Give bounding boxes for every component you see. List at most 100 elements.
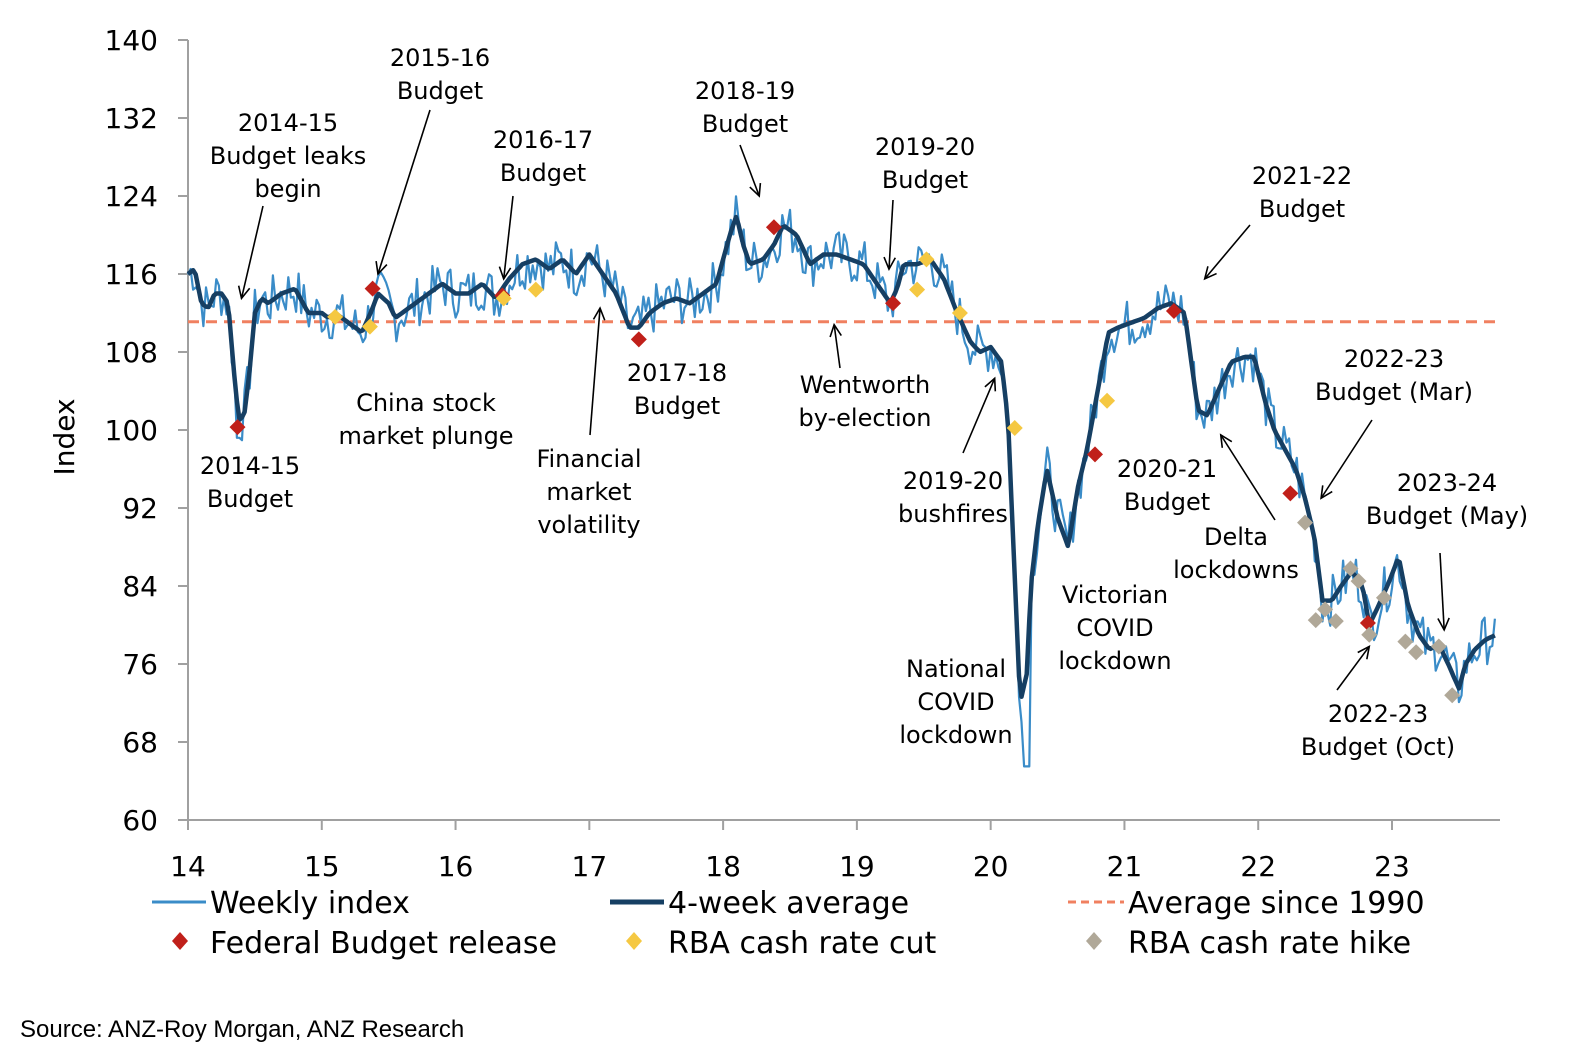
annotation: 2014-15 Budget leaks begin (210, 109, 367, 301)
budget-marker (1359, 615, 1376, 632)
y-tick-label: 84 (122, 570, 158, 603)
legend-item-rba-cash-rate-cut: RBA cash rate cut (626, 926, 937, 961)
rate-hike-marker (1408, 644, 1425, 661)
annotation-arrow (589, 308, 601, 436)
annotation-text: China stock (356, 389, 496, 417)
annotation-text: lockdowns (1173, 556, 1299, 584)
rate-cut-marker (918, 251, 935, 268)
budget-marker (229, 419, 246, 436)
rate-cut-marker (327, 308, 344, 325)
x-tick-label: 16 (438, 850, 474, 883)
annotation-text: bushfires (898, 500, 1008, 528)
arrow-head-icon (984, 376, 997, 392)
legend-label-federal-budget-release: Federal Budget release (210, 926, 557, 961)
y-tick-label: 124 (105, 180, 158, 213)
event-markers (229, 219, 1461, 704)
y-tick-label: 132 (105, 102, 158, 135)
annotation: 2015-16 Budget (375, 44, 490, 276)
annotation-text: Budget leaks (210, 142, 367, 170)
y-tick-label: 60 (122, 804, 158, 837)
rate-hike-marker (1307, 612, 1324, 629)
annotation: 2016-17 Budget (493, 126, 593, 281)
rate-hike-marker (1350, 573, 1367, 590)
x-tick-label: 18 (705, 850, 741, 883)
annotation-arrow (502, 195, 514, 279)
legend-item-average-since-1990: Average since 1990 (1068, 886, 1425, 921)
weekly-index-series (187, 195, 1496, 768)
x-tick-label: 19 (839, 850, 875, 883)
annotation-text: 2020-21 (1117, 455, 1217, 483)
y-tick-label: 100 (105, 414, 158, 447)
annotation-text: Budget (Mar) (1315, 378, 1473, 406)
arrow-head-icon (829, 322, 842, 338)
annotation: 2018-19 Budget (695, 77, 795, 198)
annotation: National COVID lockdown (899, 655, 1012, 749)
legend-item-four-week-average: 4-week average (610, 886, 909, 921)
y-tick-label: 108 (105, 336, 158, 369)
annotation-text: 2022-23 (1328, 700, 1428, 728)
annotation: Victorian COVID lockdown (1058, 581, 1171, 675)
annotation-text: 2014-15 (238, 109, 338, 137)
annotation: 2014-15 Budget (200, 452, 300, 513)
arrow-head-icon (375, 261, 388, 276)
annotation-text: Budget (702, 110, 788, 138)
annotation-text: 2017-18 (627, 359, 727, 387)
y-tick-label: 76 (122, 648, 158, 681)
annotation-arrow (1336, 645, 1370, 691)
rate-hike-marker (1327, 613, 1344, 630)
annotation: 2017-18 Budget (627, 359, 727, 420)
budget-marker (364, 280, 381, 297)
legend-swatch-cut-marker (626, 932, 642, 950)
annotation-text: Budget (May) (1366, 502, 1528, 530)
annotation-text: lockdown (1058, 647, 1171, 675)
annotation-text: market plunge (338, 422, 513, 450)
annotation-text: Delta (1204, 523, 1268, 551)
annotation-text: Wentworth (800, 371, 931, 399)
weekly-index-line (187, 195, 1496, 768)
annotation: China stock market plunge (338, 389, 513, 450)
source-note: Source: ANZ-Roy Morgan, ANZ Research (20, 1016, 465, 1043)
annotation-text: 2023-24 (1397, 469, 1497, 497)
budget-marker (1282, 485, 1299, 502)
rate-cut-marker (495, 290, 512, 307)
annotation-text: begin (254, 175, 321, 203)
legend-swatch-hike-marker (1086, 932, 1102, 950)
legend-swatch-budget-marker (172, 932, 188, 950)
rate-hike-marker (1317, 601, 1334, 618)
x-tick-label: 15 (304, 850, 340, 883)
annotation-text: Budget (1124, 488, 1210, 516)
annotation-text: 2015-16 (390, 44, 490, 72)
rate-hike-marker (1361, 626, 1378, 643)
rate-hike-marker (1397, 633, 1414, 650)
annotation-text: volatility (537, 511, 640, 539)
annotation-arrow (1204, 224, 1251, 280)
arrow-head-icon (883, 256, 897, 271)
arrow-head-icon (1357, 644, 1371, 660)
rate-cut-marker (527, 281, 544, 298)
legend: Weekly index 4-week average Average sinc… (152, 886, 1425, 961)
budget-marker (765, 219, 782, 236)
annotation-text: lockdown (899, 721, 1012, 749)
legend-label-rba-cash-rate-cut: RBA cash rate cut (668, 926, 937, 961)
annotation: 2021-22 Budget (1203, 162, 1352, 281)
arrow-head-icon (237, 285, 251, 301)
legend-label-rba-cash-rate-hike: RBA cash rate hike (1128, 926, 1411, 961)
x-tick-label: 23 (1374, 850, 1410, 883)
annotation-text: 2019-20 (875, 133, 975, 161)
y-axis-title: Index (48, 398, 81, 475)
annotation-text: Budget (397, 77, 483, 105)
annotation-arrow (240, 205, 264, 299)
y-tick-label: 68 (122, 726, 158, 759)
annotation-text: Budget (Oct) (1301, 733, 1455, 761)
rate-cut-marker (951, 305, 968, 321)
annotation-arrow (833, 324, 841, 369)
annotation: 2019-20 bushfires (898, 376, 1008, 528)
annotation-text: Financial (536, 445, 641, 473)
annotation-text: Budget (1259, 195, 1345, 223)
rate-cut-marker (1006, 420, 1023, 437)
budget-marker (1165, 303, 1182, 320)
x-tick-label: 17 (572, 850, 608, 883)
annotation: Delta lockdowns (1173, 433, 1299, 584)
